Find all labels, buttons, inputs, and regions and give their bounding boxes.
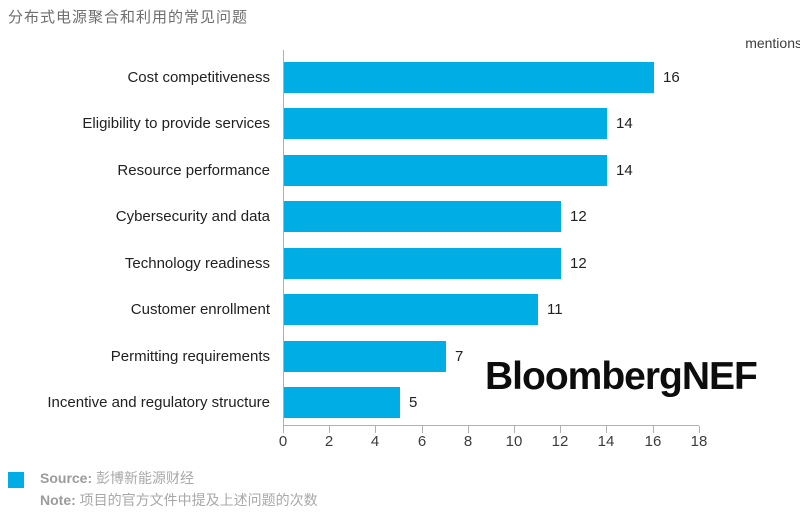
x-axis-tick (422, 426, 423, 433)
x-axis-tick-label: 2 (324, 433, 334, 450)
x-axis-line (283, 425, 699, 426)
note-text: 项目的官方文件中提及上述问题的次数 (79, 492, 318, 508)
bar-segment (284, 294, 538, 325)
category-label: Permitting requirements (110, 348, 270, 365)
bar-segment (284, 108, 607, 139)
category-label: Technology readiness (124, 255, 270, 272)
x-axis-tick-label: 0 (278, 433, 288, 450)
value-label: 11 (547, 301, 563, 318)
chart-title: 分布式电源聚合和利用的常见问题 (8, 9, 249, 26)
bar-segment (284, 155, 607, 186)
note-label: Note: (40, 492, 76, 508)
source-label: Source: (40, 470, 93, 486)
category-label: Incentive and regulatory structure (47, 394, 270, 411)
value-label: 12 (570, 208, 587, 225)
value-label: 7 (455, 348, 464, 365)
x-axis-tick (560, 426, 561, 433)
category-label: Cybersecurity and data (115, 208, 270, 225)
x-axis-tick-label: 12 (551, 433, 569, 450)
axis-unit-label: mentions (745, 35, 800, 51)
x-axis-tick-label: 6 (417, 433, 427, 450)
y-axis-line (283, 50, 284, 425)
x-axis-tick-label: 14 (597, 433, 615, 450)
category-label: Eligibility to provide services (82, 115, 270, 132)
x-axis-tick-label: 10 (505, 433, 523, 450)
bar-segment (284, 201, 561, 232)
source-text: 彭博新能源财经 (96, 470, 195, 486)
x-axis-tick (375, 426, 376, 433)
x-axis-tick (329, 426, 330, 433)
note-line: Note: 项目的官方文件中提及上述问题的次数 (40, 490, 318, 510)
x-axis-tick (653, 426, 654, 433)
x-axis-tick (699, 426, 700, 433)
x-axis-tick-label: 18 (690, 433, 708, 450)
bar-segment (284, 248, 561, 279)
bar-segment (284, 341, 446, 372)
x-axis-tick-label: 16 (644, 433, 662, 450)
value-label: 16 (663, 69, 680, 86)
bar-segment (284, 62, 654, 93)
x-axis-tick (468, 426, 469, 433)
x-axis-tick-label: 8 (463, 433, 473, 450)
bloombergnef-watermark: BloombergNEF (485, 355, 758, 398)
value-label: 12 (570, 255, 587, 272)
x-axis-tick (606, 426, 607, 433)
x-axis-tick (283, 426, 284, 433)
category-label: Cost competitiveness (127, 69, 270, 86)
source-line: Source: 彭博新能源财经 (40, 468, 194, 488)
bar-segment (284, 387, 400, 418)
legend-color-swatch (8, 472, 24, 488)
value-label: 14 (616, 162, 633, 179)
x-axis-tick (514, 426, 515, 433)
value-label: 14 (616, 115, 633, 132)
category-label: Resource performance (117, 162, 270, 179)
category-label: Customer enrollment (130, 301, 270, 318)
x-axis-tick-label: 4 (370, 433, 380, 450)
value-label: 5 (409, 394, 418, 411)
